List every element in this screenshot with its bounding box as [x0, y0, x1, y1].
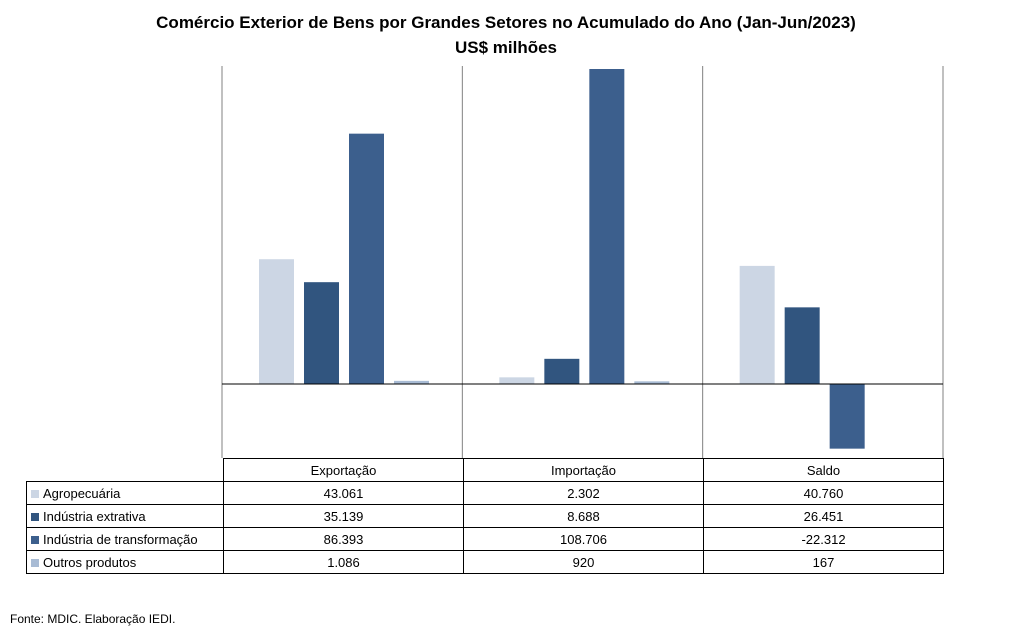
source-note: Fonte: MDIC. Elaboração IEDI.: [10, 612, 176, 626]
bar-chart: [221, 66, 944, 458]
table-cell: 40.760: [703, 481, 944, 505]
table-row: Outros produtos 1.086 920 167: [26, 550, 944, 574]
legend-label: Outros produtos: [43, 554, 137, 570]
table-cell: 108.706: [463, 527, 704, 551]
chart-title: Comércio Exterior de Bens por Grandes Se…: [0, 10, 1012, 60]
data-table: Exportação Importação Saldo Agropecuária…: [26, 458, 944, 574]
bar-3-1: [349, 133, 384, 384]
bar-1-1: [259, 259, 294, 384]
bar-1-2: [499, 377, 535, 384]
chart-title-main: Comércio Exterior de Bens por Grandes Se…: [156, 13, 856, 32]
legend-label: Indústria extrativa: [43, 508, 146, 524]
table-row: Indústria de transformação 86.393 108.70…: [26, 527, 944, 551]
table-header-saldo: Saldo: [703, 458, 944, 482]
table-row-label: Agropecuária: [26, 481, 224, 505]
table-cell: 920: [463, 550, 704, 574]
legend-label: Indústria de transformação: [43, 531, 198, 547]
table-cell: 2.302: [463, 481, 704, 505]
table-corner: [26, 458, 224, 482]
bar-1-3: [739, 265, 775, 384]
bar-2-3: [784, 307, 820, 384]
chart-subtitle: US$ milhões: [454, 38, 558, 57]
table-header-importacao: Importação: [463, 458, 704, 482]
table-row-label: Outros produtos: [26, 550, 224, 574]
bar-4-2: [634, 381, 670, 384]
table-cell: 86.393: [223, 527, 464, 551]
table-cell: 8.688: [463, 504, 704, 528]
table-header-row: Exportação Importação Saldo: [26, 458, 944, 482]
table-row-label: Indústria de transformação: [26, 527, 224, 551]
table-row: Indústria extrativa 35.139 8.688 26.451: [26, 504, 944, 528]
table-cell: 1.086: [223, 550, 464, 574]
bar-2-2: [544, 358, 580, 384]
table-cell: 26.451: [703, 504, 944, 528]
legend-key-industria-transformacao: [31, 535, 39, 544]
bar-2-1: [304, 282, 339, 384]
table-cell: 43.061: [223, 481, 464, 505]
table-cell: 167: [703, 550, 944, 574]
bar-4-1: [394, 380, 429, 384]
bar-3-3: [829, 384, 865, 449]
table-row: Agropecuária 43.061 2.302 40.760: [26, 481, 944, 505]
legend-key-outros-produtos: [31, 558, 39, 567]
table-row-label: Indústria extrativa: [26, 504, 224, 528]
legend-key-agropecuaria: [31, 489, 39, 498]
table-header-exportacao: Exportação: [223, 458, 464, 482]
bar-3-2: [589, 69, 625, 384]
table-cell: 35.139: [223, 504, 464, 528]
legend-label: Agropecuária: [43, 485, 121, 501]
table-cell: -22.312: [703, 527, 944, 551]
legend-key-industria-extrativa: [31, 512, 39, 521]
